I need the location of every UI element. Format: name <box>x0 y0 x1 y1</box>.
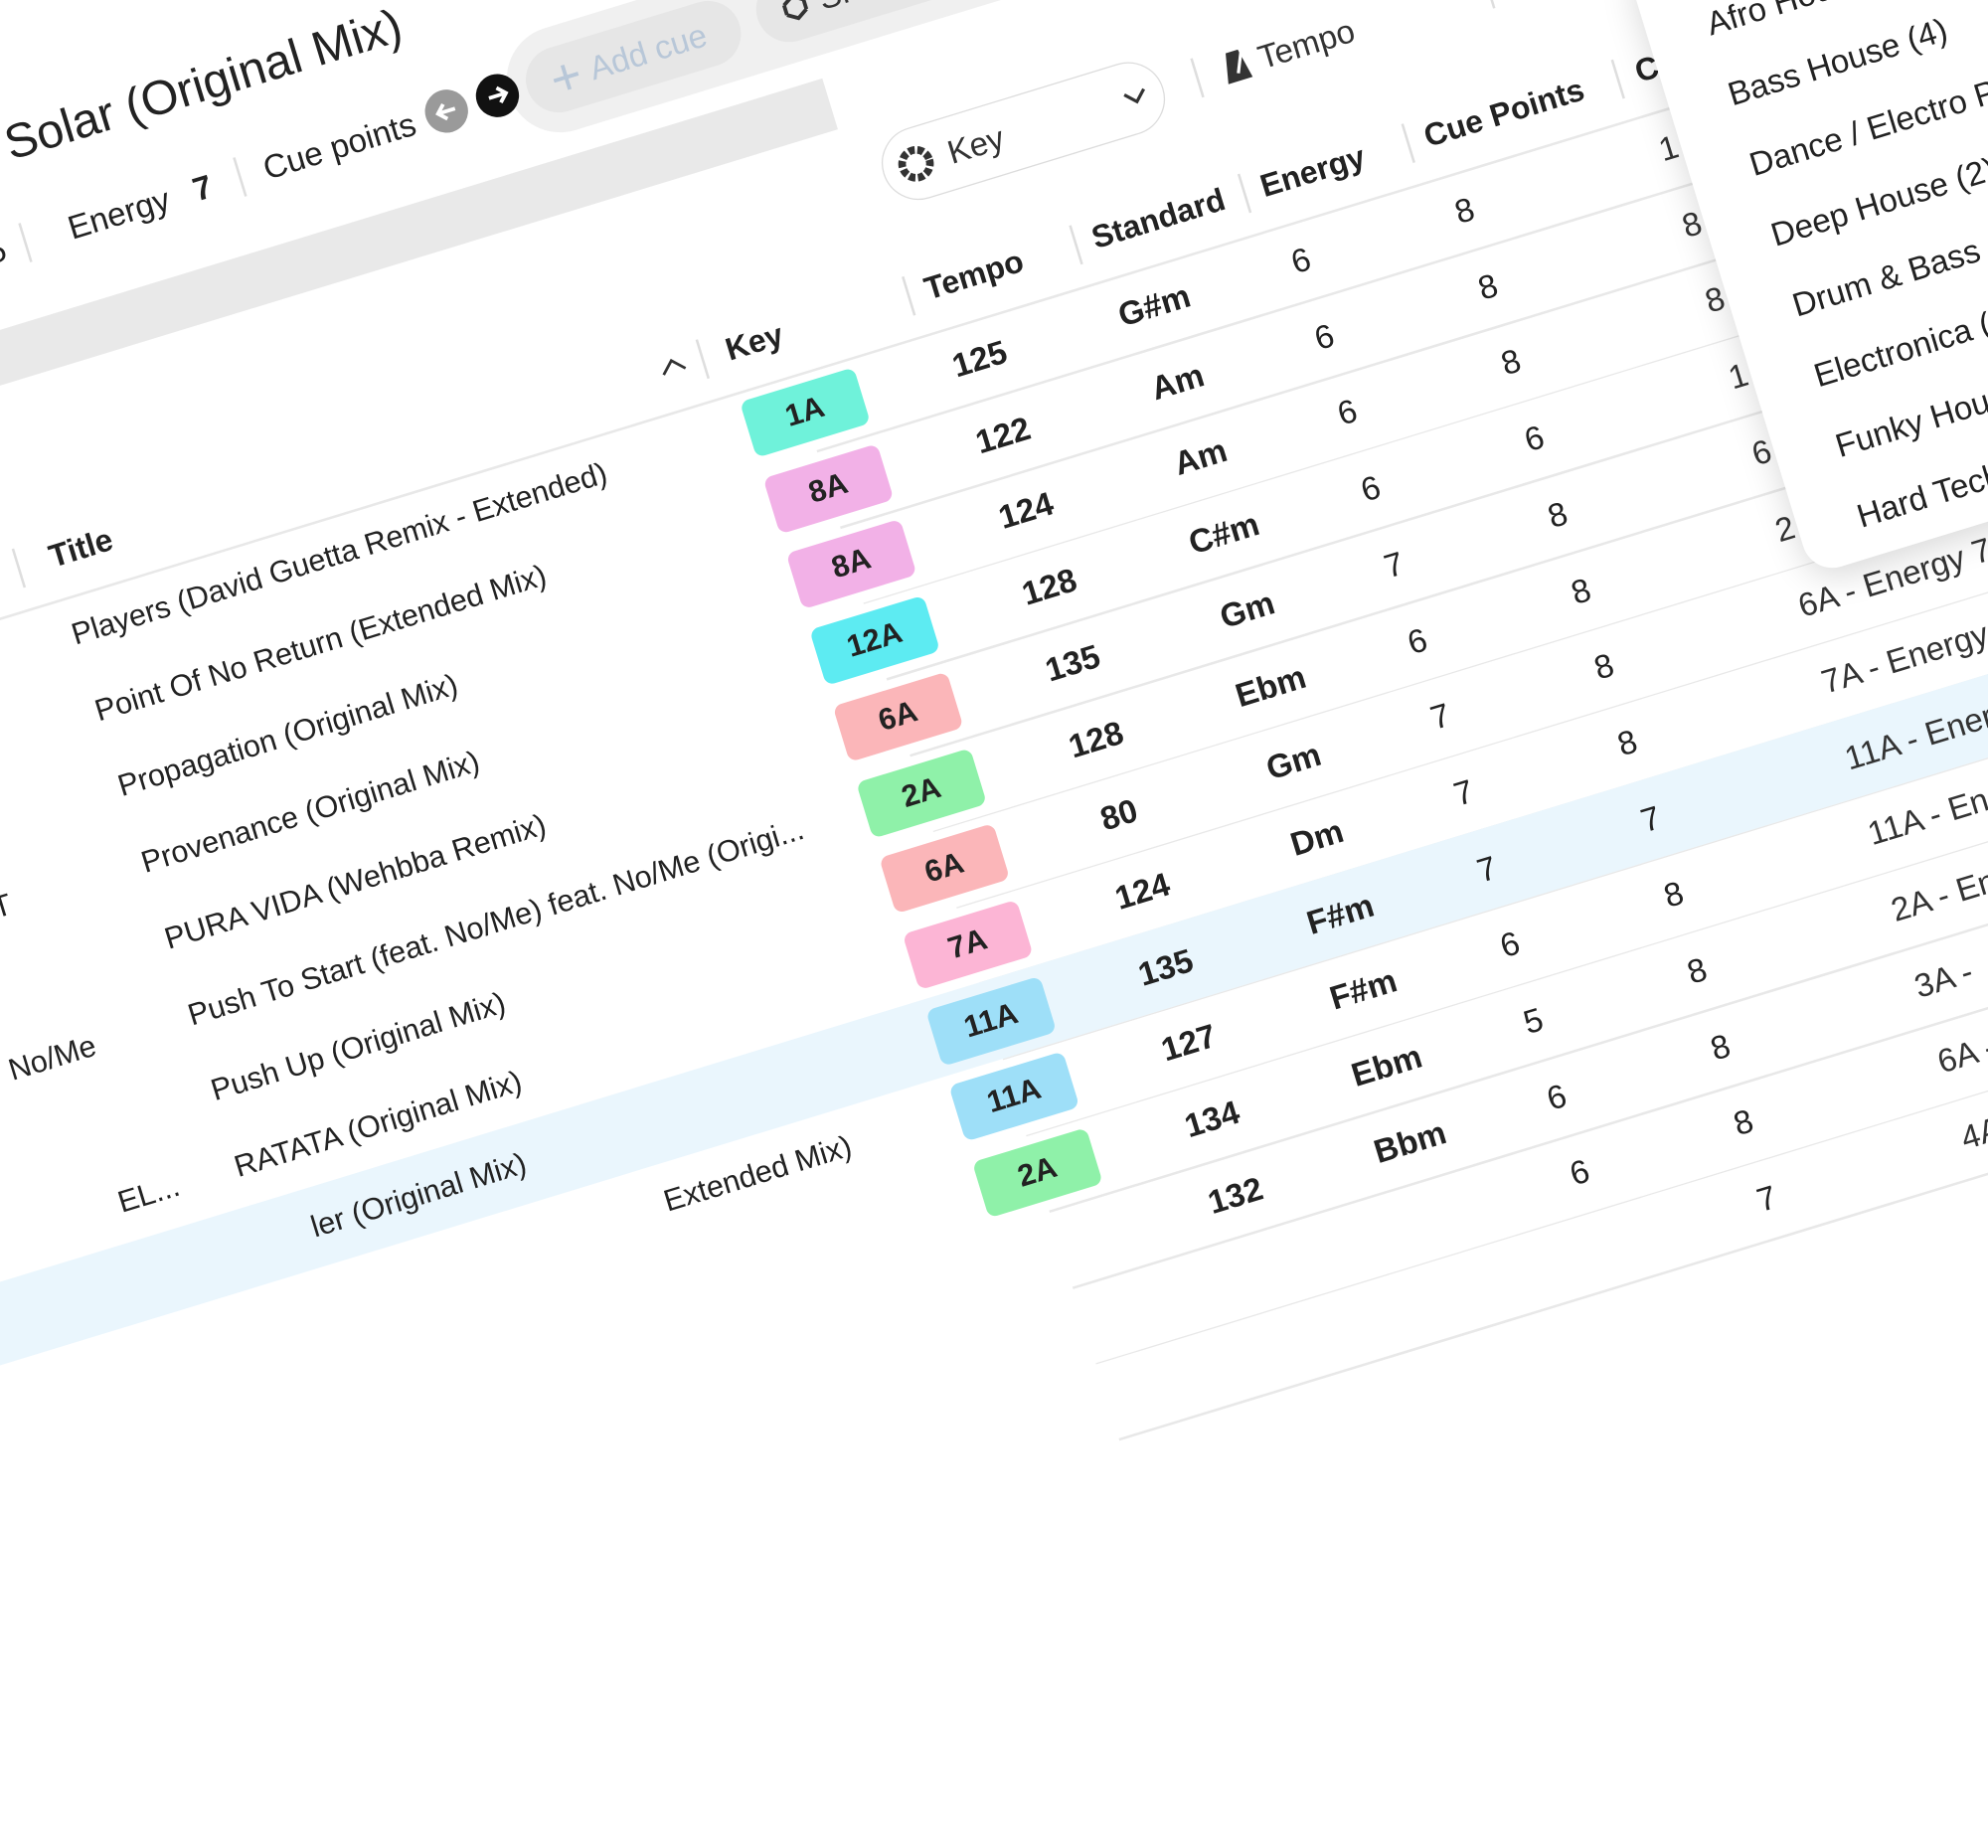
chevron <box>1431 0 1461 4</box>
energy-cell: 6 <box>1542 1075 1572 1117</box>
extra-cell: 6A - <box>1932 1027 1988 1082</box>
key-badge: 2A <box>856 747 987 838</box>
tempo-cell: 125 <box>947 331 1012 385</box>
header-separator <box>1237 173 1252 213</box>
separator <box>1481 0 1496 9</box>
energy-cell: 6 <box>1333 391 1362 433</box>
tempo-cell: 128 <box>1064 712 1128 764</box>
key-icon <box>898 145 934 182</box>
cue-points-cell: 8 <box>1543 492 1573 535</box>
chevron <box>1123 87 1146 103</box>
standard-cell: C#m <box>1184 504 1264 562</box>
cue-points-cell: 8 <box>1496 340 1526 383</box>
header-separator <box>1610 59 1625 99</box>
artist-cell: No/Me <box>4 1027 100 1088</box>
tempo-cell: 122 <box>970 408 1035 461</box>
energy-cell: 6 <box>1309 314 1339 357</box>
extra-cell: 3A - <box>1909 950 1977 1005</box>
standard-cell: Ebm <box>1231 656 1310 714</box>
cue-points-cell: 6 <box>1520 417 1549 459</box>
title-cell: Point Of No Return (Extended Mix) <box>90 557 551 729</box>
tempo-cell: 132 <box>1203 1168 1267 1221</box>
energy-cell: 7 <box>1448 770 1478 813</box>
standard-cell: Am <box>1146 354 1209 408</box>
energy-cell: 5 <box>1519 999 1548 1042</box>
key-badge: 6A <box>879 822 1011 914</box>
standard-cell: Ebm <box>1346 1036 1426 1094</box>
standard-cell: Bbm <box>1369 1111 1451 1170</box>
page: Solar (Original Mix) 5 Energy 7 Cue poin… <box>0 0 1988 1466</box>
separator <box>233 156 248 197</box>
cue-points-label: Cue points <box>258 103 420 187</box>
sort-caret <box>662 358 687 376</box>
energy-cell: 6 <box>1495 923 1525 965</box>
dropdown-item[interactable]: Funky Hous <box>1830 376 1988 465</box>
energy-cell: 6 <box>1356 466 1386 509</box>
left-value: 5 <box>0 229 11 271</box>
header-separator <box>695 338 711 379</box>
standard-cell: F#m <box>1325 960 1402 1018</box>
energy-cell: 7 <box>1425 695 1455 738</box>
standard-cell: G#m <box>1113 275 1195 334</box>
header-separator <box>902 275 916 316</box>
column-header: Standard <box>1087 181 1230 256</box>
key-badge: 8A <box>785 518 917 610</box>
standard-cell: Dm <box>1285 810 1348 863</box>
energy-cell: 6 <box>1403 618 1432 661</box>
tempo-cell: 128 <box>1017 560 1081 613</box>
artist-cell: EL... <box>113 1168 184 1220</box>
extra-cell: 2A - En <box>1886 860 1988 929</box>
separator <box>18 222 33 262</box>
column-header: Tempo <box>919 243 1029 307</box>
prev-cue-button[interactable] <box>418 83 475 139</box>
energy-label: Energy <box>63 179 175 247</box>
header-separator <box>1069 224 1083 264</box>
header-separator <box>1401 122 1415 163</box>
plus-icon <box>553 64 580 89</box>
cue-points-cell: 8 <box>1706 1025 1735 1068</box>
extra-cell: 4A <box>1956 1108 1988 1157</box>
column-header: Energy <box>1255 138 1370 205</box>
key-badge: 8A <box>762 442 895 534</box>
cue-points-cell: 8 <box>1612 721 1642 763</box>
cue-points-cell: 8 <box>1682 948 1712 991</box>
tempo-cell: 124 <box>1110 864 1175 917</box>
cue-points-cell: 8 <box>1729 1100 1758 1143</box>
column-header: Cue Points <box>1419 72 1589 154</box>
header-separator <box>11 548 27 588</box>
standard-cell: Am <box>1169 430 1233 483</box>
artist-cell: T <box>0 887 17 925</box>
tempo-cell: 134 <box>1180 1092 1244 1145</box>
tempo-cell: 80 <box>1095 790 1142 838</box>
column-header: Key <box>721 316 788 368</box>
energy-cell: 7 <box>1379 543 1408 586</box>
tempo-cell: 127 <box>1156 1016 1221 1069</box>
cue-points-cell: 8 <box>1473 264 1503 307</box>
tempo-cell: 135 <box>1040 635 1105 689</box>
key-badge: 2A <box>971 1126 1103 1218</box>
next-cue-button[interactable] <box>469 67 526 123</box>
cue-points-cell: 8 <box>1449 189 1479 232</box>
lower-band <box>0 78 838 571</box>
cue-points-cell: 8 <box>1659 873 1689 916</box>
key-badge: 12A <box>809 594 941 686</box>
column-header: Title <box>45 521 117 575</box>
tempo-icon <box>1226 49 1253 84</box>
tempo-cell: 124 <box>994 483 1059 537</box>
key-badge: 1A <box>740 366 871 458</box>
separator <box>1190 57 1205 97</box>
shop-icon <box>781 0 809 20</box>
energy-value: 7 <box>188 166 218 209</box>
cue-points-cell: 8 <box>1589 644 1619 687</box>
dropdown-clip: Afro House (Bass House (4)Dance / Electr… <box>1625 0 1988 569</box>
key-filter[interactable] <box>872 52 1175 209</box>
cue-points-cell: 7 <box>1751 1177 1781 1220</box>
energy-cell: 6 <box>1286 239 1316 281</box>
tempo-filter-label: Tempo <box>1252 10 1360 77</box>
cue-points-cell: 8 <box>1566 569 1595 611</box>
key-badge: 6A <box>832 670 964 761</box>
standard-cell: Gm <box>1215 583 1279 635</box>
standard-cell: Gm <box>1261 734 1326 787</box>
energy-cell: 6 <box>1565 1151 1594 1194</box>
